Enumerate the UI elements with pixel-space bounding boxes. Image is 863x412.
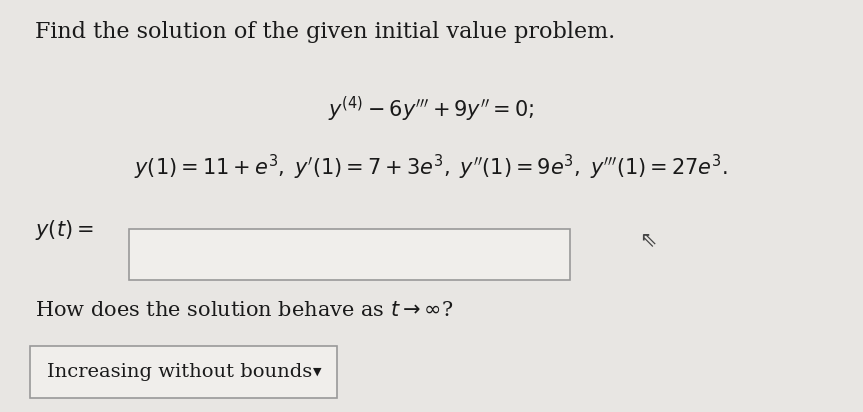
Text: $y(1) = 11 + e^3, \; y'(1) = 7 + 3e^3, \; y''(1) = 9e^3, \; y'''(1) = 27e^3.$: $y(1) = 11 + e^3, \; y'(1) = 7 + 3e^3, \… [135, 152, 728, 182]
Text: Increasing without bounds: Increasing without bounds [47, 363, 312, 381]
FancyBboxPatch shape [30, 346, 337, 398]
Text: $y^{(4)} - 6y''' + 9y'' = 0;$: $y^{(4)} - 6y''' + 9y'' = 0;$ [328, 95, 535, 124]
FancyBboxPatch shape [129, 229, 570, 280]
Text: Find the solution of the given initial value problem.: Find the solution of the given initial v… [35, 21, 614, 42]
Text: ▼: ▼ [313, 367, 322, 377]
Text: How does the solution behave as $t \to \infty$?: How does the solution behave as $t \to \… [35, 301, 453, 320]
Text: ⇖: ⇖ [639, 229, 656, 249]
Text: $y(t) =$: $y(t) =$ [35, 218, 93, 242]
